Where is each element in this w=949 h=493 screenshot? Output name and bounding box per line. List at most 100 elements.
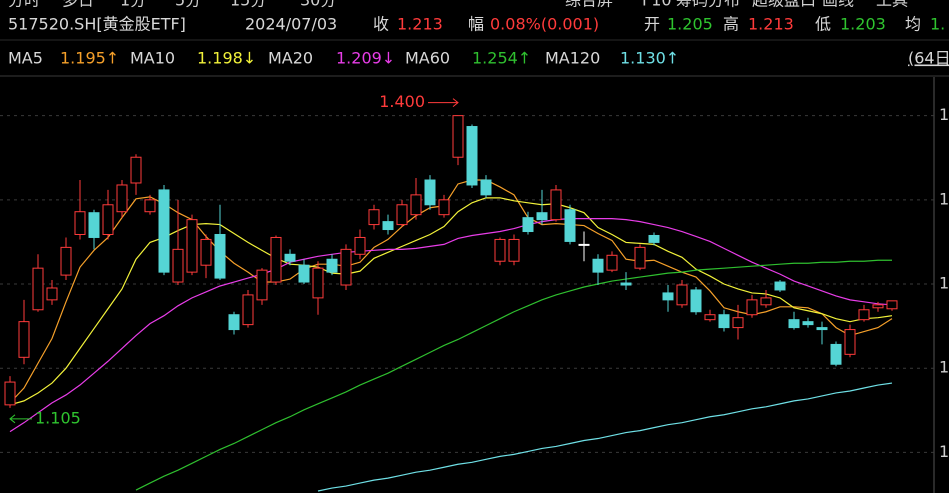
candle-body [396,204,408,226]
candle-body [214,233,226,279]
candle-body [74,211,86,235]
candle-body [256,269,268,301]
candle-body [172,248,184,283]
candle-body [32,267,44,311]
y-tick-label: 1 [939,105,949,124]
candle-body [186,219,198,273]
candle-body [340,248,352,286]
candle-body [648,234,660,243]
field-value: 1. [930,15,945,34]
candle-body [326,258,338,273]
candle-body [844,329,856,355]
candle-body [130,156,142,184]
annotation: 1.400 [379,92,425,111]
candle-body [284,253,296,262]
annotation: 1.105 [35,408,81,427]
candle-body [88,212,100,238]
candle-body [774,281,786,291]
candle-body [508,238,520,262]
field-value: 1.213 [748,15,794,34]
tab[interactable]: F10 [642,0,672,10]
legend-value: 1.195↑ [60,49,119,68]
field-label: 开 [644,15,660,34]
candle-body [606,254,618,271]
candle-body [858,309,870,321]
candle-body [116,184,128,213]
candle-body [200,238,212,266]
candle-body [872,304,884,309]
candle-body [158,189,170,273]
candle-body [298,264,310,283]
candle-body [312,267,324,299]
candle-body [662,292,674,301]
candle-body [718,314,730,329]
field-value: 0.08%(0.001) [490,15,599,34]
candle-body [620,282,632,286]
candle-body [550,189,562,221]
candle-body [676,284,688,306]
field-label: 均 [905,15,921,34]
tab[interactable]: 15分 [230,0,266,10]
candle-body [886,300,898,310]
candle-body [564,209,576,242]
period[interactable]: (64日 [908,49,949,68]
candle-body [788,319,800,329]
candle-body [634,246,646,269]
candle-body [228,314,240,331]
tab[interactable]: 1分 [120,0,146,10]
candle-body [494,238,506,262]
field-value: 1.205 [667,15,713,34]
legend-name: MA10 [130,49,175,68]
candle-body [480,179,492,196]
candle-body [424,179,436,206]
tab[interactable]: 工具 [876,0,908,10]
tab[interactable]: 超级盘口 [752,0,816,10]
candle-body [746,299,758,316]
tab[interactable]: 筹码分布 [676,0,740,10]
candle-body [732,317,744,329]
candle-body [830,343,842,365]
tab[interactable]: 30分 [300,0,336,10]
legend-value: 1.209↓ [336,49,395,68]
tab[interactable]: 5分 [175,0,201,10]
y-tick-label: 1 [939,442,949,461]
field-value: 1.213 [397,15,443,34]
candle-body [690,289,702,313]
candle-body [4,381,16,406]
ma-line [9,218,893,433]
field-label: 低 [815,15,831,34]
candle-body [760,297,772,306]
candle-body [46,287,58,301]
tab[interactable]: 综合屏 [565,0,613,10]
legend-value: 1.254↑ [472,49,531,68]
field-label: 幅 [468,15,484,34]
legend-name: MA120 [545,49,600,68]
candle-body [452,115,464,158]
candle-body [536,212,548,221]
ma-line [9,197,893,406]
tab[interactable]: 画线 [822,0,854,10]
candle-body [522,217,534,233]
candle-body [816,327,828,331]
tab[interactable]: 分时 [8,0,40,10]
field-value: 1.203 [840,15,886,34]
candle-body [270,236,282,283]
tab[interactable]: 多日 [62,0,94,10]
candle-body [102,204,114,235]
legend-name: MA20 [268,49,313,68]
legend-name: MA5 [8,49,43,68]
y-tick-label: 1 [939,274,949,293]
legend-value: 1.130↑ [620,49,679,68]
annotation-arrow [9,414,32,424]
field-label: 高 [723,15,739,34]
candle-body [410,194,422,216]
ma-line [135,259,892,491]
candle-body [802,321,814,326]
candle-body [242,294,254,326]
candle-body [578,243,590,246]
candle-body [382,221,394,231]
ma-line [317,382,893,492]
legend-value: 1.198↓ [197,49,256,68]
